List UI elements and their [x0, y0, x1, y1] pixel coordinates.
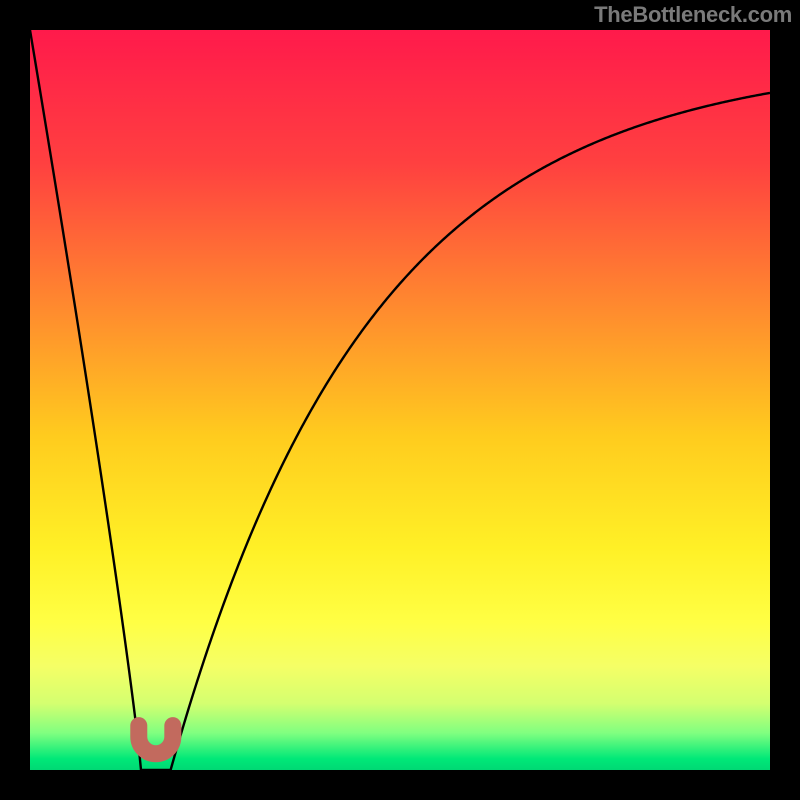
plot-background-gradient [30, 30, 770, 770]
bottleneck-chart [0, 0, 800, 800]
chart-container: TheBottleneck.com [0, 0, 800, 800]
watermark-text: TheBottleneck.com [594, 2, 792, 28]
